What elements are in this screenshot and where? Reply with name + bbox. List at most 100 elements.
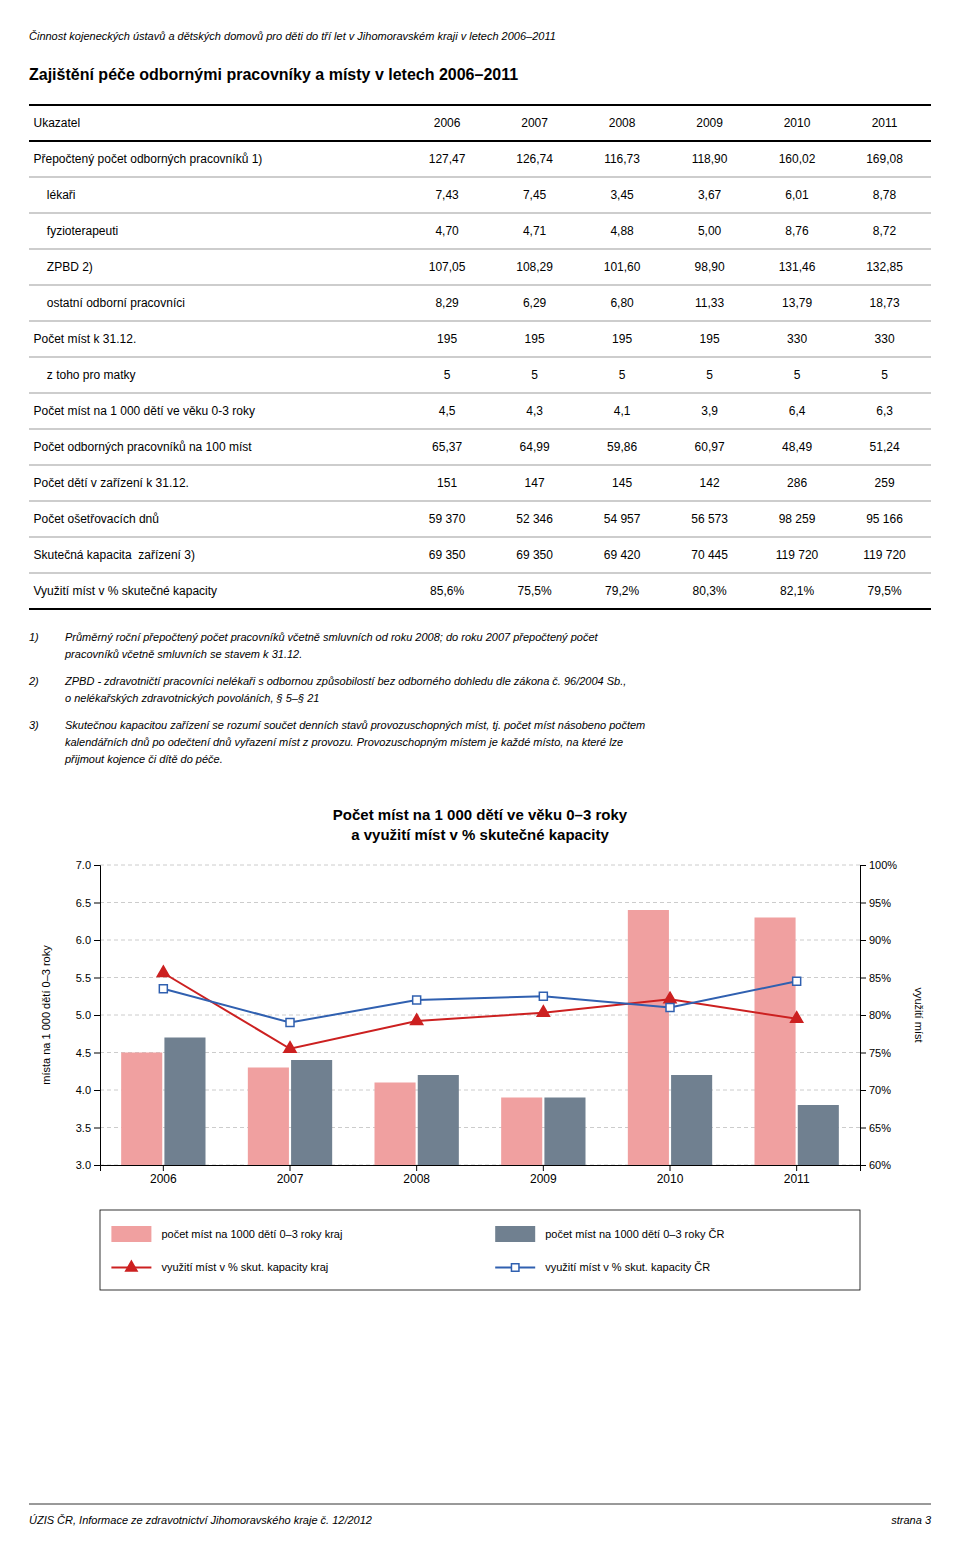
bar	[501, 1098, 542, 1166]
table-cell: 259	[875, 476, 895, 490]
table-header: 2010	[784, 116, 811, 130]
table-cell: 5	[444, 368, 451, 382]
tick-label: 65%	[869, 1122, 891, 1134]
tick: 5.5	[76, 972, 100, 984]
table-cell: 160,02	[779, 152, 816, 166]
table-cell: 195	[612, 332, 632, 346]
table-cell: Přepočtený počet odborných pracovníků 1)	[34, 152, 263, 166]
tick: 65%	[860, 1122, 891, 1134]
footnote-text: přijmout kojence či dítě do péče.	[64, 753, 223, 765]
tick-mark	[543, 1165, 544, 1171]
grid	[100, 865, 860, 1165]
bar-series	[164, 1038, 838, 1166]
tick: 85%	[860, 972, 891, 984]
tick-label: 7.0	[76, 859, 91, 871]
grid-line	[100, 1052, 860, 1053]
table-cell: 127,47	[429, 152, 466, 166]
tick-mark	[860, 1053, 866, 1054]
tick-mark	[670, 1165, 671, 1171]
tick: 5.0	[76, 1009, 100, 1021]
table-cell: Počet odborných pracovníků na 100 míst	[34, 440, 253, 454]
marker	[666, 1004, 674, 1012]
tick: 2008	[403, 1165, 430, 1186]
grid-line	[100, 902, 860, 903]
marker	[537, 1006, 549, 1017]
legend-swatch	[111, 1226, 151, 1242]
tick-label: 90%	[869, 934, 891, 946]
table-cell: 101,60	[604, 260, 641, 274]
table-cell: 147	[525, 476, 545, 490]
footnote-text: Průměrný roční přepočtený počet pracovní…	[65, 631, 599, 643]
table-cell: 142	[700, 476, 720, 490]
table-cell: 330	[787, 332, 807, 346]
tick: 2007	[277, 1165, 304, 1186]
footnote-text: pracovníků včetně smluvních se stavem k …	[64, 648, 302, 660]
table-cell: 126,74	[516, 152, 553, 166]
table-cell: 54 957	[604, 512, 641, 526]
table-separator	[29, 285, 931, 286]
table-header: 2007	[521, 116, 548, 130]
legend-label: počet míst na 1000 dětí 0–3 roky kraj	[161, 1228, 342, 1240]
table-cell: 56 573	[691, 512, 728, 526]
table-cell: 5	[531, 368, 538, 382]
tick-mark	[163, 1165, 164, 1171]
tick: 3.0	[76, 1159, 100, 1171]
table-header: 2009	[696, 116, 723, 130]
tick-mark	[94, 1053, 100, 1054]
table-cell: 79,2%	[605, 584, 639, 598]
chart-title: Počet míst na 1 000 dětí ve věku 0–3 rok…	[333, 806, 628, 823]
table-cell: 4,1	[614, 404, 631, 418]
table-rule	[29, 104, 931, 106]
page: Činnost kojeneckých ústavů a dětských do…	[0, 0, 960, 1554]
table-cell: 330	[875, 332, 895, 346]
table-cell: 69 350	[429, 548, 466, 562]
table-cell: 4,70	[435, 224, 459, 238]
tick-label: 2010	[657, 1172, 684, 1186]
tick: 2010	[657, 1165, 684, 1186]
tick-mark	[94, 1015, 100, 1016]
table-header: 2008	[609, 116, 636, 130]
y2-axis: 60%65%70%75%80%85%90%95%100%	[860, 859, 897, 1171]
table-cell: 98,90	[695, 260, 725, 274]
table-cell: 5	[706, 368, 713, 382]
tick-label: 2006	[150, 1172, 177, 1186]
footnote-text: ZPBD - zdravotničtí pracovníci nelékaři …	[64, 675, 626, 687]
legend-marker	[126, 1261, 137, 1271]
footnote-text: Skutečnou kapacitou zařízení se rozumí s…	[65, 719, 645, 731]
tick-label: 5.0	[76, 1009, 91, 1021]
table-cell: 6,01	[785, 188, 809, 202]
table-cell: 8,29	[435, 296, 459, 310]
grid-line	[100, 1127, 860, 1128]
tick: 2009	[530, 1165, 557, 1186]
table-cell: 52 346	[516, 512, 553, 526]
legend-label: počet míst na 1000 dětí 0–3 roky ČR	[545, 1228, 724, 1240]
tick: 7.0	[76, 859, 100, 871]
table-cell: 119 720	[863, 548, 906, 562]
table-cell: 13,79	[782, 296, 812, 310]
bar-series	[121, 910, 795, 1165]
table-separator	[29, 501, 931, 502]
tick: 6.5	[76, 897, 100, 909]
bar	[164, 1038, 205, 1166]
table-separator	[29, 213, 931, 214]
marker	[793, 977, 801, 985]
table-cell: 18,73	[870, 296, 900, 310]
tick-label: 80%	[869, 1009, 891, 1021]
footnote-mark: 1)	[29, 631, 39, 643]
tick-label: 4.5	[76, 1047, 91, 1059]
tick-mark	[860, 865, 866, 866]
table-cell: 75,5%	[518, 584, 552, 598]
table-cell: 195	[700, 332, 720, 346]
table-cell: 59,86	[607, 440, 637, 454]
marker	[411, 1014, 423, 1025]
tick-label: 2011	[784, 1172, 810, 1186]
table-cell: 6,3	[876, 404, 893, 418]
table-cell: 145	[612, 476, 632, 490]
table-cell: 3,9	[701, 404, 718, 418]
bar	[544, 1098, 585, 1166]
table-cell: 69 350	[516, 548, 553, 562]
table-cell: 7,45	[523, 188, 547, 202]
x-axis: 2006 2007 2008 2009 2010 2011	[101, 1165, 861, 1186]
table-cell: 80,3%	[693, 584, 727, 598]
table-separator	[29, 429, 931, 430]
